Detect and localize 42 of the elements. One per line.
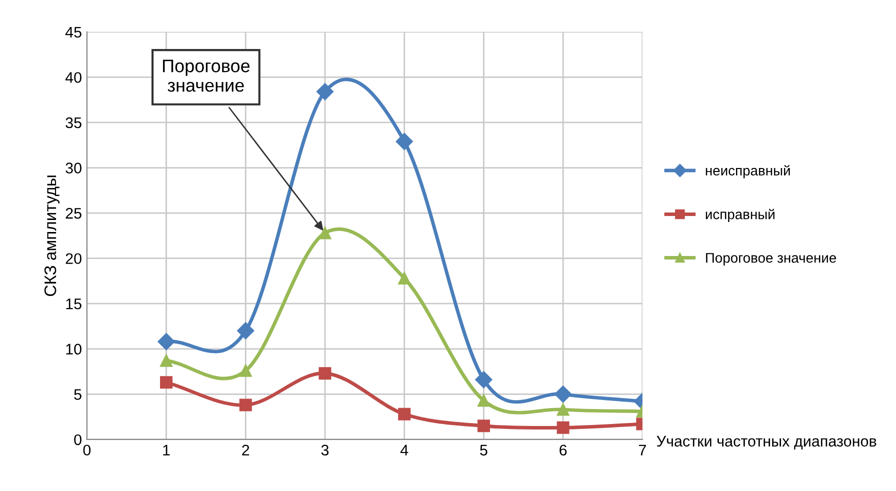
point <box>398 272 411 284</box>
legend-label: исправный <box>706 208 774 222</box>
point <box>316 83 334 100</box>
x-tick-label: 2 <box>242 444 250 456</box>
y-tick-label: 45 <box>65 26 82 38</box>
point <box>239 364 252 377</box>
point <box>239 398 252 412</box>
point <box>160 376 173 389</box>
point <box>237 322 254 340</box>
y-tick-label: 10 <box>66 344 82 355</box>
point <box>475 371 492 388</box>
y-axis-title: СКЗ амплитуды <box>44 176 60 296</box>
y-tick-label: 15 <box>66 298 82 310</box>
point <box>318 367 332 380</box>
annotation: Пороговое значение <box>163 60 250 92</box>
legend-label: неисправный <box>706 165 790 178</box>
point <box>398 408 411 420</box>
point <box>554 386 572 403</box>
y-tick-label: 40 <box>65 72 82 83</box>
x-tick-label: 5 <box>480 444 488 456</box>
x-tick-label: 3 <box>321 444 329 456</box>
y-tick-label: 5 <box>74 389 82 400</box>
point <box>158 333 175 350</box>
x-tick-label: 7 <box>638 444 646 456</box>
point <box>477 420 490 432</box>
point <box>477 394 490 407</box>
y-tick-label: 30 <box>66 162 82 174</box>
point <box>556 403 570 416</box>
x-tick-label: 4 <box>400 444 408 456</box>
point <box>396 132 413 150</box>
point <box>318 226 332 240</box>
y-tick-label: 20 <box>66 253 82 264</box>
legend-label: Пороговое значение <box>706 253 836 266</box>
y-tick-label: 35 <box>66 117 82 128</box>
x-tick-label: 0 <box>83 444 91 456</box>
point <box>160 354 173 367</box>
point <box>556 421 570 434</box>
x-tick-label: 6 <box>560 444 567 456</box>
y-tick-label: 0 <box>74 434 82 446</box>
x-axis-title: Участки частотных диапазонов <box>656 436 876 450</box>
y-tick-label: 25 <box>66 208 82 219</box>
x-tick-label: 1 <box>163 444 170 456</box>
